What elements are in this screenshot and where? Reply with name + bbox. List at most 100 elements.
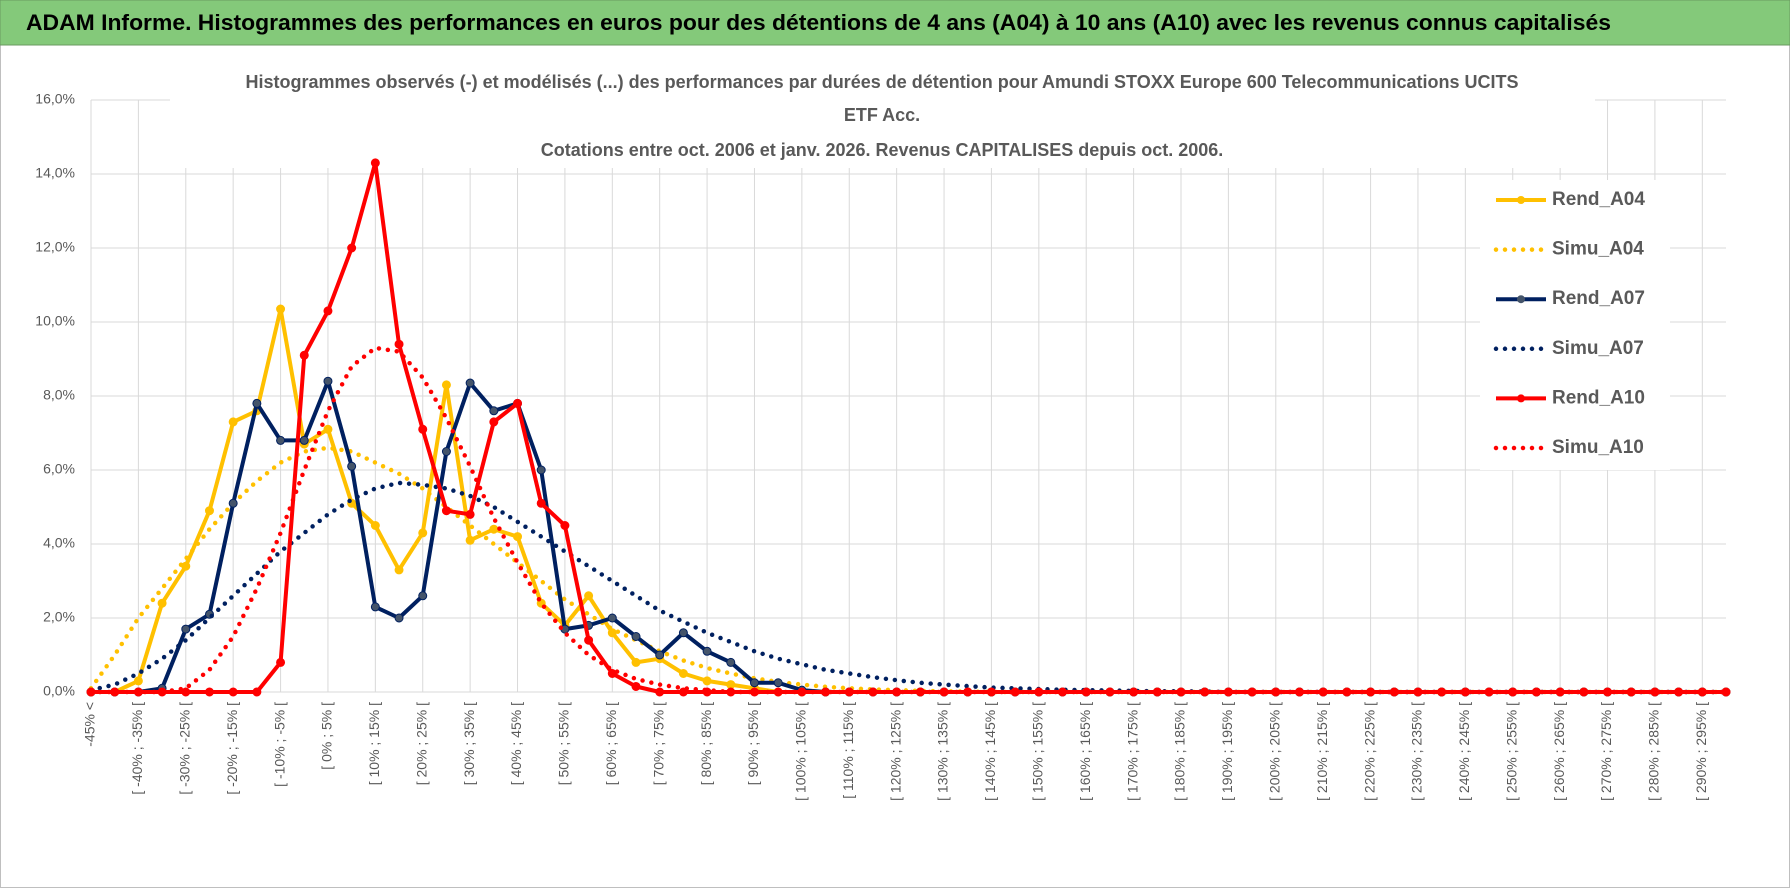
x-tick-label: [ 50% ; 55% [	[556, 702, 572, 785]
x-tick-label: [ 280% ; 285% [	[1646, 702, 1662, 801]
x-tick-label: [ 250% ; 255% [	[1503, 702, 1519, 801]
point	[560, 521, 570, 530]
legend-label: Simu_A07	[1552, 338, 1644, 359]
point	[133, 676, 143, 686]
point	[441, 506, 451, 516]
x-tick-label: [ 170% ; 175% [	[1124, 702, 1140, 801]
chart-title: Histogrammes observés (-) et modélisés (…	[246, 72, 1519, 92]
y-tick-label: 6,0%	[43, 461, 75, 477]
x-tick-label: [ 100% ; 105% [	[793, 702, 809, 801]
point	[465, 535, 475, 545]
point	[726, 657, 736, 667]
point	[607, 628, 617, 638]
x-tick-label: [ 210% ; 215% [	[1314, 702, 1330, 801]
y-tick-label: 8,0%	[43, 387, 75, 403]
point	[347, 461, 357, 471]
point	[678, 628, 688, 638]
point	[489, 406, 499, 416]
point	[631, 681, 641, 691]
point	[513, 398, 523, 408]
point	[465, 378, 475, 388]
point	[394, 613, 404, 623]
point	[631, 657, 641, 667]
y-tick-label: 12,0%	[35, 239, 75, 255]
y-tick-label: 0,0%	[43, 683, 75, 699]
legend-marker	[1517, 295, 1525, 304]
x-tick-label: [ 180% ; 185% [	[1172, 702, 1188, 801]
point	[418, 528, 428, 538]
x-tick-label: [ 150% ; 155% [	[1030, 702, 1046, 801]
point	[276, 304, 286, 314]
point	[655, 687, 665, 697]
legend-label: Rend_A07	[1552, 288, 1645, 309]
legend-label: Simu_A04	[1552, 239, 1644, 260]
legend-marker	[1517, 196, 1525, 204]
point	[323, 424, 333, 434]
legend-label: Rend_A10	[1552, 387, 1645, 408]
point	[418, 424, 428, 434]
y-tick-label: 4,0%	[43, 535, 75, 551]
chart-title: Cotations entre oct. 2006 et janv. 2026.…	[541, 140, 1224, 160]
x-tick-label: [ 290% ; 295% [	[1693, 702, 1709, 801]
point	[276, 435, 286, 445]
x-tick-label: [ 10% ; 15% [	[366, 702, 382, 785]
point	[157, 598, 167, 608]
point	[394, 565, 404, 575]
point	[299, 350, 309, 360]
y-tick-label: 10,0%	[35, 313, 75, 329]
y-tick-label: 14,0%	[35, 165, 75, 181]
point	[489, 417, 499, 427]
x-tick-label: [ 140% ; 145% [	[982, 702, 998, 801]
x-tick-label: [ 70% ; 75% [	[650, 702, 666, 785]
series-line	[88, 345, 1729, 695]
x-tick-label: [ -20% ; -15% [	[224, 702, 240, 795]
point	[323, 306, 333, 316]
x-tick-label: [ 190% ; 195% [	[1219, 702, 1235, 801]
x-tick-label: [ -40% ; -35% [	[129, 702, 145, 795]
point	[536, 498, 546, 508]
header-bar	[0, 0, 1790, 46]
point	[584, 635, 594, 645]
point	[347, 243, 357, 253]
point	[702, 676, 712, 686]
point	[418, 591, 428, 601]
x-tick-label: [ 270% ; 275% [	[1598, 702, 1614, 801]
point	[489, 524, 499, 534]
point	[299, 435, 309, 445]
x-tick-label: [ 220% ; 225% [	[1361, 702, 1377, 801]
x-tick-label: [ -30% ; -25% [	[176, 702, 192, 795]
y-tick-label: 16,0%	[35, 91, 75, 107]
point	[702, 646, 712, 656]
x-tick-label: [ 200% ; 205% [	[1266, 702, 1282, 801]
point	[276, 657, 286, 667]
point	[181, 561, 191, 571]
x-tick-label: [ 90% ; 95% [	[745, 702, 761, 785]
x-tick-label: [ 130% ; 135% [	[935, 702, 951, 801]
x-tick-label: [ 40% ; 45% [	[508, 702, 524, 785]
point	[465, 509, 475, 519]
y-tick-label: 2,0%	[43, 609, 75, 625]
point	[726, 680, 736, 690]
x-tick-label: [ 110% ; 115% [	[840, 702, 856, 799]
x-tick-label: [ 230% ; 235% [	[1409, 702, 1425, 801]
x-tick-label: [ 240% ; 245% [	[1456, 702, 1472, 801]
point	[607, 613, 617, 623]
point	[181, 687, 191, 697]
point	[370, 158, 380, 168]
legend-background	[1480, 180, 1670, 470]
point	[655, 650, 665, 660]
x-tick-label: [ 260% ; 265% [	[1551, 702, 1567, 801]
x-tick-label: [ 0% ; 5% [	[319, 702, 335, 770]
point	[204, 506, 214, 516]
point	[252, 398, 262, 408]
point	[323, 376, 333, 386]
x-tick-label: [ 120% ; 125% [	[887, 702, 903, 801]
x-tick-label: [ 20% ; 25% [	[413, 702, 429, 785]
x-tick-label: [ 30% ; 35% [	[461, 702, 477, 785]
point	[773, 678, 783, 688]
point	[749, 678, 759, 688]
point	[228, 687, 238, 697]
point	[631, 632, 641, 641]
point	[370, 521, 380, 530]
